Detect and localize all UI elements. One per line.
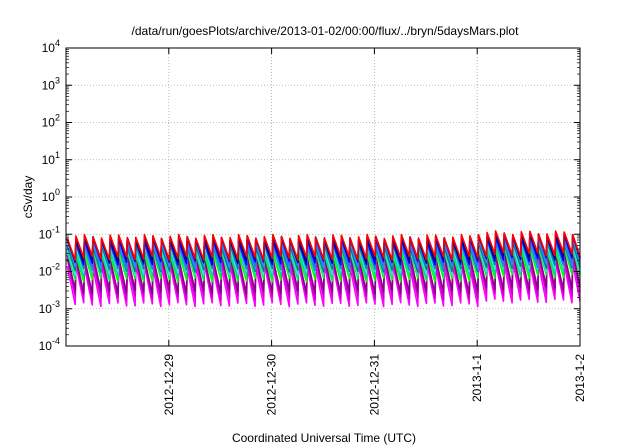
x-axis-label: Coordinated Universal Time (UTC) [232,431,416,445]
y-tick-label: 104 [42,38,60,55]
y-tick-exponent: -4 [52,336,60,346]
y-tick-exponent: 3 [55,75,60,85]
chart-title: /data/run/goesPlots/archive/2013-01-02/0… [132,24,520,38]
y-tick-base: 10 [39,339,53,353]
y-tick-exponent: 1 [55,150,60,160]
y-tick-base: 10 [39,265,53,279]
y-tick-base: 10 [42,78,56,92]
y-tick-label: 101 [42,150,60,167]
y-tick-base: 10 [42,41,56,55]
y-tick-label: 103 [42,75,60,92]
y-tick-label: 10-4 [39,336,60,353]
series-line [66,230,581,261]
y-tick-base: 10 [39,302,53,316]
y-tick-label: 10-3 [39,299,60,316]
y-tick-base: 10 [42,190,56,204]
y-tick-base: 10 [39,227,53,241]
y-tick-label: 102 [42,113,60,130]
y-tick-exponent: -2 [52,262,60,272]
y-tick-label: 10-2 [39,262,60,279]
x-tick-label: 2012-12-30 [265,354,279,416]
x-axis: 2012-12-29 2012-12-30 2012-12-31 2013-1-1 20… [162,48,587,415]
y-axis-label: cSv/day [21,176,35,219]
y-tick-exponent: 4 [55,38,60,48]
y-tick-base: 10 [42,116,56,130]
y-tick-label: 100 [42,187,60,204]
x-tick-label: 2013-1-2 [573,354,587,402]
x-tick-label: 2013-1-1 [470,354,484,402]
y-tick-exponent: 0 [55,187,60,197]
x-tick-label: 2012-12-31 [367,354,381,416]
y-tick-label: 10-1 [39,224,60,241]
y-tick-exponent: 2 [55,113,60,123]
x-tick-label: 2012-12-29 [162,354,176,416]
y-tick-exponent: -1 [52,224,60,234]
y-tick-exponent: -3 [52,299,60,309]
series-group [66,230,581,308]
y-tick-base: 10 [42,153,56,167]
